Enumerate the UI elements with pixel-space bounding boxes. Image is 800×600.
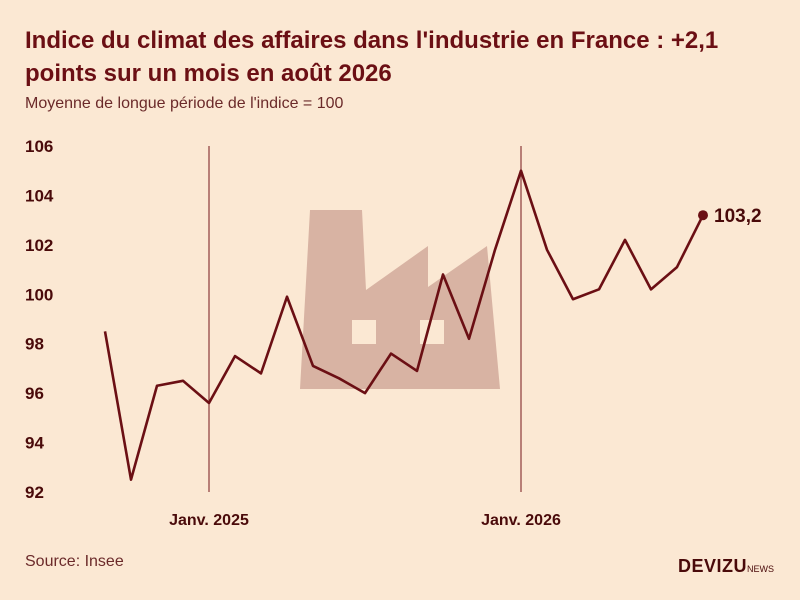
source-note: Source: Insee: [25, 553, 124, 570]
y-tick-label: 104: [25, 186, 54, 205]
last-data-point: [698, 210, 708, 221]
y-tick-label: 92: [25, 483, 44, 502]
factory-window: [352, 320, 376, 344]
factory-window: [420, 320, 444, 344]
y-tick-label: 102: [25, 236, 53, 255]
brand-logo: DEVIZUNEWS: [678, 556, 774, 577]
y-tick-label: 94: [25, 434, 44, 453]
brand-suffix: NEWS: [747, 564, 774, 574]
x-tick-label: Janv. 2025: [169, 512, 249, 529]
y-tick-label: 106: [25, 137, 53, 156]
brand-name: DEVIZU: [677, 556, 747, 576]
y-tick-label: 100: [25, 285, 53, 304]
y-tick-label: 98: [25, 335, 44, 354]
last-value-label: 103,2: [714, 206, 762, 227]
x-tick-label: Janv. 2026: [481, 512, 561, 529]
chart-title: Indice du climat des affaires dans l'ind…: [25, 27, 719, 87]
factory-icon: [300, 210, 500, 389]
series-line: [103, 169, 705, 481]
y-tick-label: 96: [25, 384, 44, 403]
chart-subtitle: Moyenne de longue période de l'indice = …: [25, 95, 344, 112]
